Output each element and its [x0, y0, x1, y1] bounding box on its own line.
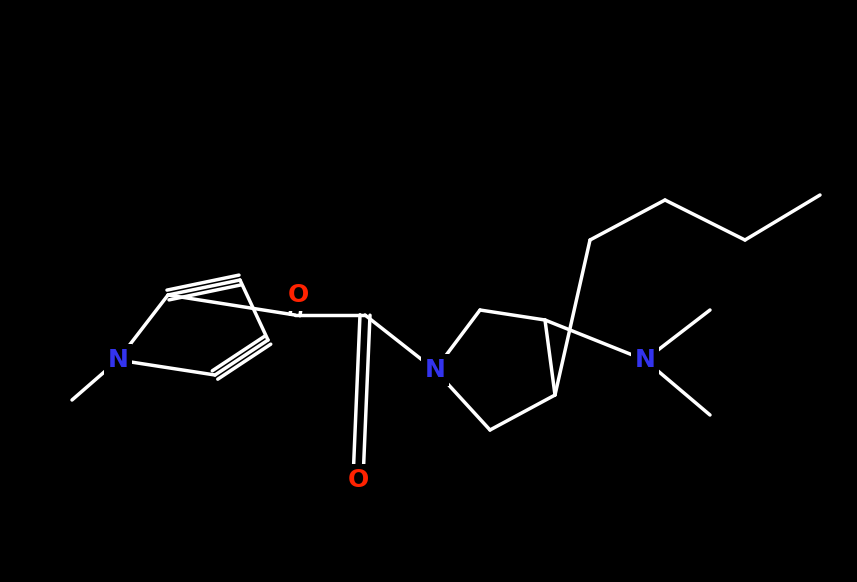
Text: N: N — [634, 348, 656, 372]
Text: O: O — [287, 283, 309, 307]
Text: O: O — [347, 468, 369, 492]
Text: N: N — [108, 348, 129, 372]
Text: N: N — [424, 358, 446, 382]
